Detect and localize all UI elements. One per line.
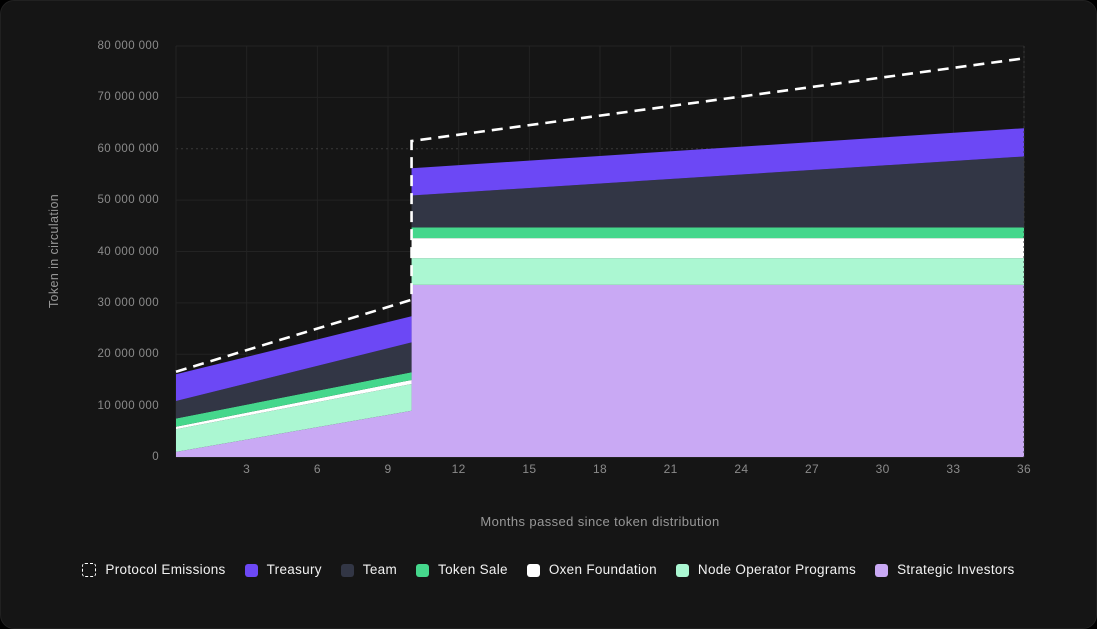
legend-item-node-operator-programs: Node Operator Programs [675, 561, 857, 579]
legend-label: Protocol Emissions [105, 562, 226, 577]
y-tick-label-10000000: 10 000 000 [97, 399, 159, 412]
legend-label: Treasury [266, 562, 322, 577]
area-strategic-investors [176, 284, 1024, 457]
y-tick-label-0: 0 [152, 451, 159, 463]
protocol-emissions-line [175, 57, 1025, 373]
x-tick-label-9: 9 [384, 462, 392, 476]
color-swatch-icon [340, 563, 354, 577]
color-swatch-icon [244, 563, 258, 577]
color-swatch-icon [875, 563, 889, 577]
x-tick-label-15: 15 [522, 462, 537, 476]
y-tick-label-70000000: 70 000 000 [97, 91, 159, 104]
legend-item-treasury: Treasury [244, 561, 322, 579]
legend-label: Oxen Foundation [548, 562, 657, 577]
color-swatch-icon [416, 563, 430, 577]
x-tick-label-12: 12 [451, 462, 466, 476]
x-tick-label-27: 27 [805, 462, 819, 476]
x-axis-title: Months passed since token distribution [480, 514, 720, 529]
x-tick-label-21: 21 [663, 462, 678, 476]
x-tick-label-30: 30 [875, 462, 890, 476]
area-oxen-foundation [176, 238, 1024, 430]
y-tick-label-40000000: 40 000 000 [97, 245, 159, 258]
color-swatch-icon [526, 563, 540, 577]
legend-item-token-sale: Token Sale [416, 561, 508, 579]
legend-item-strategic-investors: Strategic Investors [875, 561, 1015, 579]
y-tick-label-30000000: 30 000 000 [97, 296, 159, 309]
area-node-operator-programs [176, 258, 1024, 452]
x-tick-label-3: 3 [243, 462, 251, 476]
x-tick-label-36: 36 [1017, 462, 1031, 476]
color-swatch-icon [675, 563, 689, 577]
legend-item-team: Team [340, 561, 398, 579]
legend: Protocol Emissions Treasury Team Token Sale… [1, 561, 1096, 579]
y-tick-label-60000000: 60 000 000 [97, 142, 159, 155]
area-token-sale [176, 227, 1024, 427]
x-tick-label-6: 6 [313, 462, 321, 476]
dashed-line-swatch-icon [82, 563, 97, 577]
legend-item-protocol-emissions: Protocol Emissions [82, 561, 225, 579]
y-tick-label-20000000: 20 000 000 [97, 348, 159, 361]
legend-label: Node Operator Programs [697, 562, 857, 577]
legend-label: Strategic Investors [897, 562, 1015, 577]
x-tick-label-33: 33 [946, 462, 961, 476]
y-tick-label-50000000: 50 000 000 [97, 194, 159, 207]
legend-label: Token Sale [438, 562, 508, 577]
x-tick-label-18: 18 [593, 462, 607, 476]
y-tick-label-80000000: 80 000 000 [97, 40, 159, 52]
area-treasury [176, 128, 1024, 402]
x-tick-label-24: 24 [734, 462, 749, 476]
legend-item-oxen-foundation: Oxen Foundation [526, 561, 657, 579]
area-team [176, 156, 1024, 419]
legend-label: Team [362, 562, 398, 577]
